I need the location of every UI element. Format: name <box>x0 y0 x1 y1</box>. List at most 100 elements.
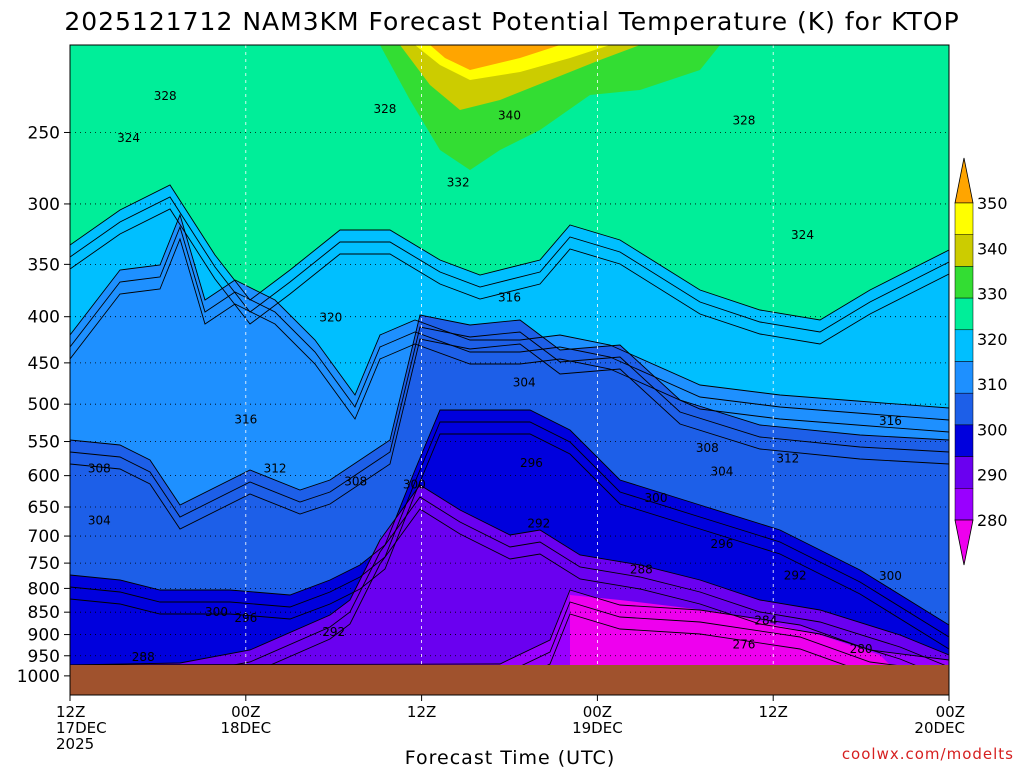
contour-label: 316 <box>234 412 257 426</box>
contour-line <box>70 508 949 690</box>
colorbar-swatch <box>954 361 974 394</box>
contour-line <box>70 421 949 638</box>
contour-label: 316 <box>879 414 902 428</box>
contour-label: 292 <box>322 625 345 639</box>
y-tick-label: 300 <box>28 195 60 215</box>
contour-label: 332 <box>447 176 470 190</box>
contour-line <box>70 184 949 321</box>
contour-line <box>70 326 949 518</box>
contour-line <box>70 409 949 626</box>
contour-line <box>70 196 949 333</box>
y-tick-label: 400 <box>28 308 60 328</box>
contour-label: 328 <box>732 114 755 128</box>
contour-label: 276 <box>732 637 755 651</box>
x-tick-label: 00Z <box>231 703 260 721</box>
colorbar-swatch <box>954 329 974 362</box>
colorbar-label: 340 <box>977 239 1008 258</box>
colorbar-swatch <box>954 456 974 489</box>
colorbar-label: 280 <box>977 511 1008 530</box>
colorbar-label: 320 <box>977 330 1008 349</box>
y-tick-label: 550 <box>28 433 60 453</box>
colorbar-extend-top <box>954 157 974 204</box>
field-band-warm-4 <box>430 45 560 70</box>
colorbar-label: 350 <box>977 194 1008 213</box>
contour-label: 328 <box>154 89 177 103</box>
contour-line <box>70 213 949 409</box>
contour-label: 340 <box>498 109 521 123</box>
contour-line <box>70 496 949 678</box>
contour-label: 288 <box>630 562 653 576</box>
y-tick-label: 700 <box>28 527 60 547</box>
contour-line <box>70 484 949 666</box>
plot-area: 328 324 328 340 332 328 324 316 320 316 304 316 308 3… <box>70 45 949 695</box>
contour-label: 300 <box>879 569 902 583</box>
contour-label: 292 <box>784 568 807 582</box>
contour-label: 308 <box>344 474 367 488</box>
colorbar-swatch <box>954 297 974 331</box>
y-tick-label: 1000 <box>17 667 60 687</box>
contour-line <box>70 589 949 666</box>
contour-line <box>70 314 949 506</box>
colorbar-swatch <box>954 392 974 426</box>
contour-label: 328 <box>374 102 397 116</box>
contour-label: 304 <box>710 465 733 479</box>
x-tick-label: 20DEC <box>914 719 965 737</box>
chart-title: 2025121712 NAM3KM Forecast Potential Tem… <box>64 7 959 36</box>
x-axis-label: Forecast Time (UTC) <box>405 747 615 768</box>
contour-label: 308 <box>88 461 111 475</box>
contour-line <box>70 225 949 421</box>
colorbar: 350 340 330 320 310 300 290 280 <box>954 157 1008 566</box>
y-tick-label: 600 <box>28 467 60 487</box>
credit-text: coolwx.com/modelts <box>842 745 1014 763</box>
contour-label: 324 <box>117 131 140 145</box>
y-tick-label: 750 <box>28 554 60 574</box>
contour-label: 312 <box>776 451 799 465</box>
x-tick-label: 12Z <box>407 703 436 721</box>
contour-label: 292 <box>527 517 550 531</box>
x-tick-label: 00Z <box>583 703 612 721</box>
contour-label: 296 <box>520 456 543 470</box>
contour-label: 324 <box>791 228 814 242</box>
contour-line <box>70 208 949 345</box>
y-tick-label: 500 <box>28 395 60 415</box>
contour-label: 288 <box>132 650 155 664</box>
contour-label: 296 <box>710 537 733 551</box>
x-tick-label: 18DEC <box>221 719 272 737</box>
contour-label: 312 <box>264 461 287 475</box>
colorbar-swatch <box>954 424 974 457</box>
colorbar-swatch <box>954 266 974 299</box>
x-tick-label: 12Z <box>759 703 788 721</box>
contour-label: 300 <box>645 491 668 505</box>
contour-line <box>70 237 949 433</box>
y-tick-label: 350 <box>28 255 60 275</box>
contour-label: 304 <box>513 376 536 390</box>
x-tick-label: 17DEC <box>56 719 107 737</box>
colorbar-label: 330 <box>977 285 1008 304</box>
contour-label: 304 <box>88 514 111 528</box>
contour-label: 300 <box>205 605 228 619</box>
y-tick-label: 650 <box>28 498 60 518</box>
x-tick-label: 19DEC <box>572 719 623 737</box>
x-tick-label: 2025 <box>56 735 94 753</box>
contour-label: 320 <box>319 311 342 325</box>
colorbar-swatch <box>954 234 974 267</box>
x-tick-label: 00Z <box>936 703 965 721</box>
y-tick-label: 850 <box>28 603 60 623</box>
contour-line <box>70 433 949 650</box>
contour-label: 308 <box>696 441 719 455</box>
x-tick-label: 12Z <box>56 703 85 721</box>
y-tick-label: 900 <box>28 626 60 646</box>
colorbar-swatch <box>954 488 974 521</box>
colorbar-label: 290 <box>977 466 1008 485</box>
colorbar-extend-bottom <box>954 519 974 566</box>
y-tick-label: 950 <box>28 647 60 667</box>
plot-frame <box>69 44 950 696</box>
y-tick-label: 450 <box>28 354 60 374</box>
contour-label: 316 <box>498 291 521 305</box>
contour-label: 284 <box>754 613 777 627</box>
contour-label: 280 <box>850 642 873 656</box>
colorbar-swatch <box>954 202 974 235</box>
contour-line <box>70 338 949 530</box>
